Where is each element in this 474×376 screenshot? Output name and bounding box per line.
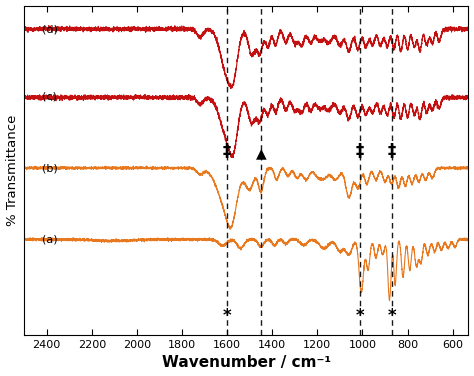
Text: ▲: ▲ — [255, 146, 266, 160]
Text: *: * — [223, 308, 231, 325]
Text: (c): (c) — [42, 91, 57, 102]
Text: *: * — [387, 308, 396, 325]
X-axis label: Wavenumber / cm⁻¹: Wavenumber / cm⁻¹ — [162, 355, 331, 370]
Text: ‡: ‡ — [356, 142, 365, 160]
Text: (d): (d) — [42, 24, 58, 35]
Y-axis label: % Transmittance: % Transmittance — [6, 115, 18, 226]
Text: (b): (b) — [42, 163, 58, 173]
Text: ‡: ‡ — [223, 142, 231, 160]
Text: ‡: ‡ — [388, 142, 396, 160]
Text: (a): (a) — [42, 235, 58, 244]
Text: *: * — [356, 308, 365, 325]
